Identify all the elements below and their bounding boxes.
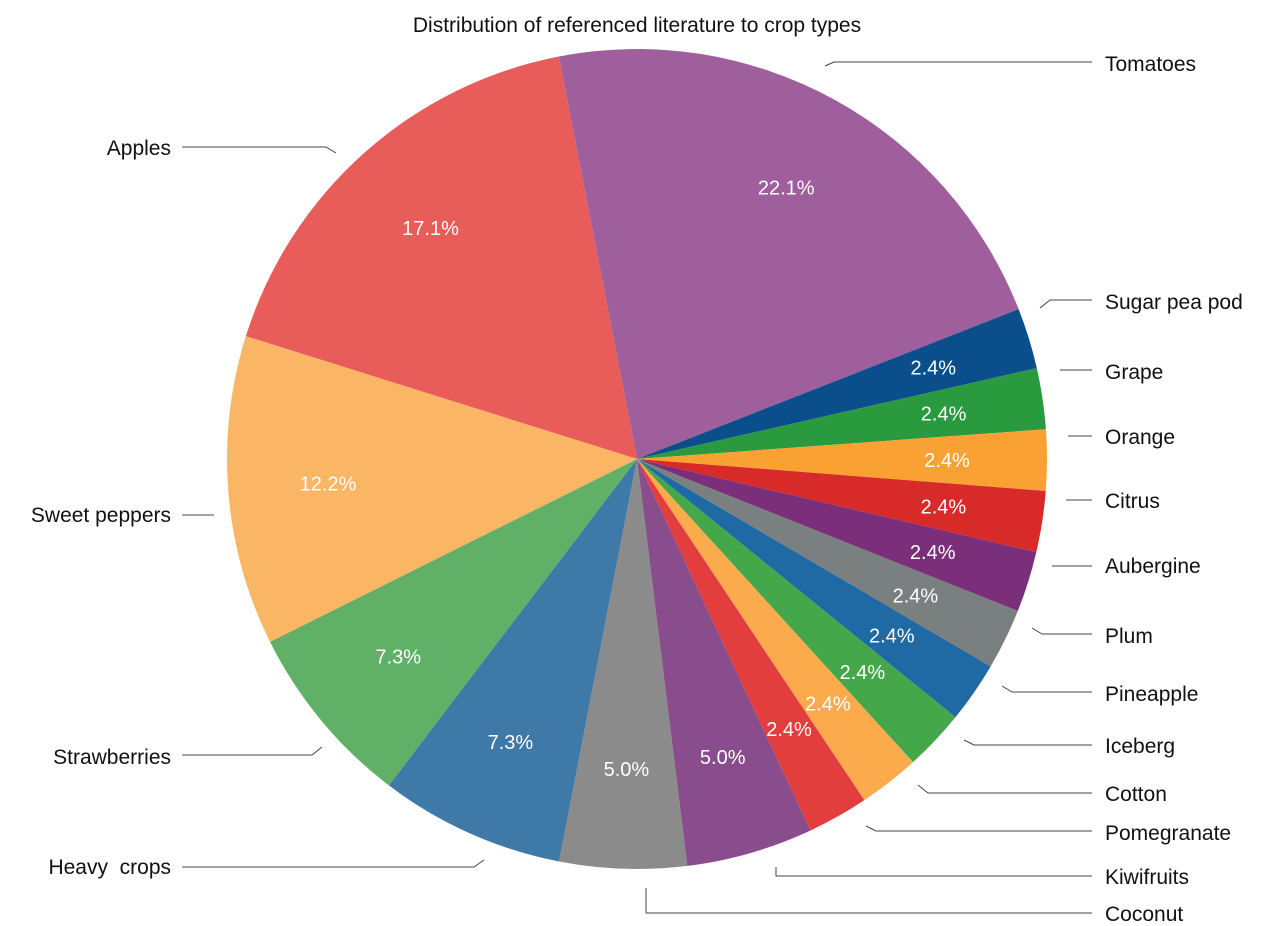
percent-label-grape: 2.4% <box>921 403 967 425</box>
chart-title: Distribution of referenced literature to… <box>413 14 861 37</box>
category-label-grape: Grape <box>1105 361 1163 384</box>
category-label-heavy-crops: Heavy crops <box>48 856 171 879</box>
leader-lines <box>182 61 1092 914</box>
category-label-aubergine: Aubergine <box>1105 555 1201 578</box>
pie-slice-strawberries <box>270 459 637 786</box>
leader-line-pomegranate <box>865 825 1092 832</box>
category-label-plum: Plum <box>1105 625 1153 648</box>
leader-line-strawberries <box>182 746 323 756</box>
pie-slice-plum <box>637 459 1018 667</box>
leader-line-heavy-crops <box>182 859 485 868</box>
percent-label-pineapple: 2.4% <box>869 626 915 648</box>
percent-label-coconut: 5.0% <box>604 759 650 781</box>
category-label-kiwifruits: Kiwifruits <box>1105 866 1189 889</box>
leader-line-kiwifruits <box>775 867 1092 877</box>
pie-slice-sugar-pea-pod <box>637 309 1037 459</box>
category-label-tomatoes: Tomatoes <box>1105 53 1196 76</box>
pie-slice-sweet-peppers <box>227 336 638 642</box>
leader-line-tomatoes <box>824 61 1092 67</box>
percent-label-tomatoes: 22.1% <box>758 177 815 199</box>
pie-slice-iceberg <box>637 459 956 763</box>
category-label-citrus: Citrus <box>1105 490 1160 513</box>
percent-label-heavy-crops: 7.3% <box>488 732 534 754</box>
percent-label-cotton: 2.4% <box>805 693 851 715</box>
leader-line-sugar-pea-pod <box>1039 299 1092 309</box>
category-label-orange: Orange <box>1105 426 1175 449</box>
category-label-strawberries: Strawberries <box>53 746 171 769</box>
percent-labels: 22.1% 2.4% 2.4% 2.4% 2.4% 2.4% 2.4% 2.4% 2.4% 2.4… <box>300 177 970 781</box>
percent-label-sweet-peppers: 12.2% <box>300 473 357 495</box>
category-label-cotton: Cotton <box>1105 783 1167 806</box>
category-label-coconut: Coconut <box>1105 903 1183 926</box>
leader-line-apples <box>182 146 337 154</box>
category-label-pineapple: Pineapple <box>1105 683 1198 706</box>
category-labels: Tomatoes Sugar pea pod Grape Orange Citrus Au… <box>31 53 1243 926</box>
leader-line-plum <box>1031 627 1092 635</box>
percent-label-aubergine: 2.4% <box>910 542 956 564</box>
percent-label-apples: 17.1% <box>402 218 459 240</box>
percent-label-orange: 2.4% <box>924 450 970 472</box>
percent-label-kiwifruits: 5.0% <box>700 747 746 769</box>
pie-slice-coconut <box>559 459 688 869</box>
pie-slice-apples <box>245 56 637 459</box>
percent-label-sugar-pea-pod: 2.4% <box>911 358 957 380</box>
pie-slice-cotton <box>637 459 914 801</box>
leader-line-coconut <box>645 888 1092 914</box>
category-label-sugar-pea-pod: Sugar pea pod <box>1105 291 1243 314</box>
pie-slice-citrus <box>637 459 1046 553</box>
category-label-pomegranate: Pomegranate <box>1105 822 1231 845</box>
pie-slice-tomatoes <box>558 48 1019 459</box>
category-label-sweet-peppers: Sweet peppers <box>31 504 171 527</box>
leader-line-cotton <box>917 784 1092 794</box>
category-label-apples: Apples <box>107 137 171 160</box>
percent-label-pomegranate: 2.4% <box>766 719 812 741</box>
percent-label-citrus: 2.4% <box>921 496 967 518</box>
category-label-iceberg: Iceberg <box>1105 735 1175 758</box>
percent-label-strawberries: 7.3% <box>375 647 421 669</box>
pie-slice-orange <box>637 429 1048 492</box>
leader-line-pineapple <box>1001 685 1092 693</box>
pie-slice-kiwifruits <box>637 459 811 866</box>
pie-slice-pomegranate <box>637 459 865 831</box>
pie-slice-pineapple <box>637 459 991 718</box>
pie-slice-aubergine <box>637 459 1037 611</box>
pie-slice-heavy-crops <box>388 459 637 862</box>
pie-slice-grape <box>637 368 1046 459</box>
percent-label-plum: 2.4% <box>893 585 939 607</box>
pie-slices <box>227 48 1048 869</box>
percent-label-iceberg: 2.4% <box>840 662 886 684</box>
leader-line-iceberg <box>963 739 1092 746</box>
